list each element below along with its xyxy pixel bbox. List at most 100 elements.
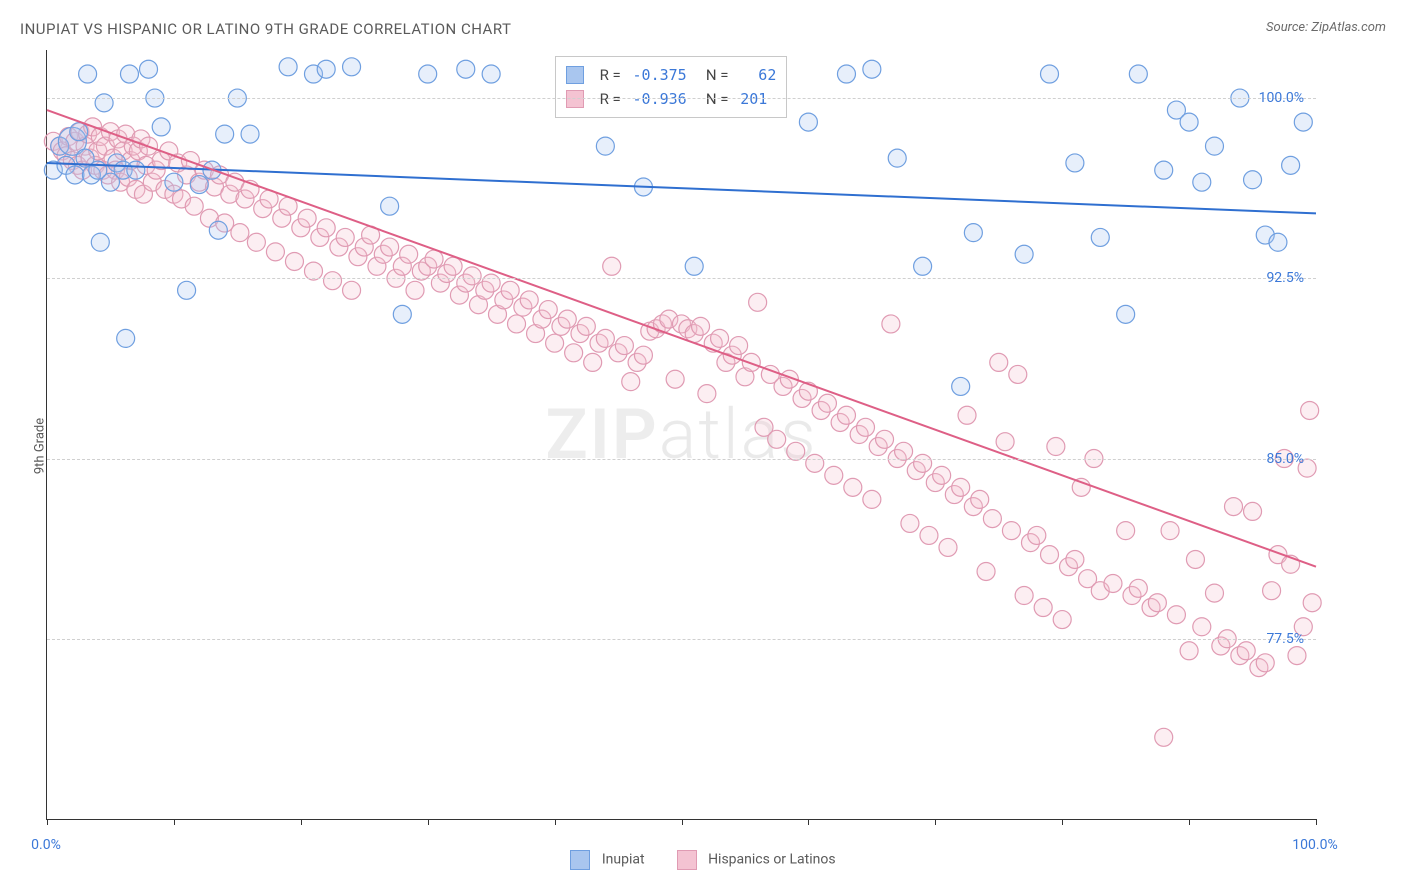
data-point [977,562,995,580]
data-point [882,315,900,333]
data-point [120,65,138,83]
data-point [1066,154,1084,172]
data-point [406,281,424,299]
data-point [577,317,595,335]
data-point [381,197,399,215]
stats-legend-row: R = -0.375 N = 62 [566,63,777,87]
data-point [279,58,297,76]
data-point [1155,161,1173,179]
data-point [1244,171,1262,189]
data-point [863,60,881,78]
data-point [1009,365,1027,383]
data-point [298,209,316,227]
data-point [127,161,145,179]
data-point [1205,584,1223,602]
legend-item-b: Hispanics or Latinos [677,850,836,870]
data-point [1301,401,1319,419]
data-point [1129,579,1147,597]
data-point [1161,522,1179,540]
data-point [66,166,84,184]
data-point [596,137,614,155]
data-point [91,233,109,251]
data-point [1129,65,1147,83]
data-point [1104,574,1122,592]
data-point [565,344,583,362]
data-point [863,490,881,508]
data-point [324,272,342,290]
data-point [584,353,602,371]
data-point [508,315,526,333]
data-point [1205,137,1223,155]
y-tick-label: 85.0% [1266,451,1304,467]
data-point [444,257,462,275]
data-point [914,257,932,275]
data-point [1117,522,1135,540]
data-point [419,65,437,83]
data-point [914,454,932,472]
data-point [178,281,196,299]
data-point [501,281,519,299]
x-tick-label: 0.0% [31,837,61,853]
data-point [393,305,411,323]
swatch-icon [677,850,697,870]
data-point [400,245,418,263]
regression-line [47,110,1316,567]
data-point [247,233,265,251]
data-point [1294,113,1312,131]
data-point [603,257,621,275]
data-point [901,514,919,532]
data-point [1002,522,1020,540]
data-point [742,353,760,371]
y-tick-label: 77.5% [1266,631,1304,647]
data-point [241,125,259,143]
data-point [79,65,97,83]
data-point [837,406,855,424]
data-point [920,526,938,544]
data-point [990,353,1008,371]
data-point [216,125,234,143]
data-point [266,243,284,261]
data-point [958,406,976,424]
data-point [933,466,951,484]
data-point [343,58,361,76]
data-point [1180,642,1198,660]
data-point [1066,550,1084,568]
data-point [1015,245,1033,263]
data-point [520,291,538,309]
data-point [799,113,817,131]
data-point [1015,587,1033,605]
data-point [546,334,564,352]
data-point [482,65,500,83]
data-point [1225,498,1243,516]
data-point [1263,582,1281,600]
data-point [1091,228,1109,246]
y-tick-label: 92.5% [1266,270,1304,286]
data-point [825,466,843,484]
data-point [1155,728,1173,746]
chart-title: INUPIAT VS HISPANIC OR LATINO 9TH GRADE … [20,20,511,38]
data-point [1186,550,1204,568]
x-tick-label: 100.0% [1292,837,1337,853]
plot-area: ZIPatlas R = -0.375 N = 62R = -0.936 N =… [46,50,1316,820]
source-label: Source: ZipAtlas.com [1266,20,1386,35]
data-point [317,219,335,237]
data-point [140,60,158,78]
data-point [964,224,982,242]
data-point [1282,156,1300,174]
data-point [209,221,227,239]
data-point [1053,611,1071,629]
data-point [1303,594,1321,612]
data-point [1193,618,1211,636]
data-point [888,149,906,167]
data-point [844,478,862,496]
data-point [615,337,633,355]
legend-label-b: Hispanics or Latinos [708,852,836,868]
data-point [1028,526,1046,544]
scatter-svg [47,50,1316,819]
data-point [596,329,614,347]
data-point [1034,599,1052,617]
data-point [317,60,335,78]
stats-legend: R = -0.375 N = 62R = -0.936 N = 201 [555,56,788,118]
data-point [1244,502,1262,520]
data-point [285,252,303,270]
